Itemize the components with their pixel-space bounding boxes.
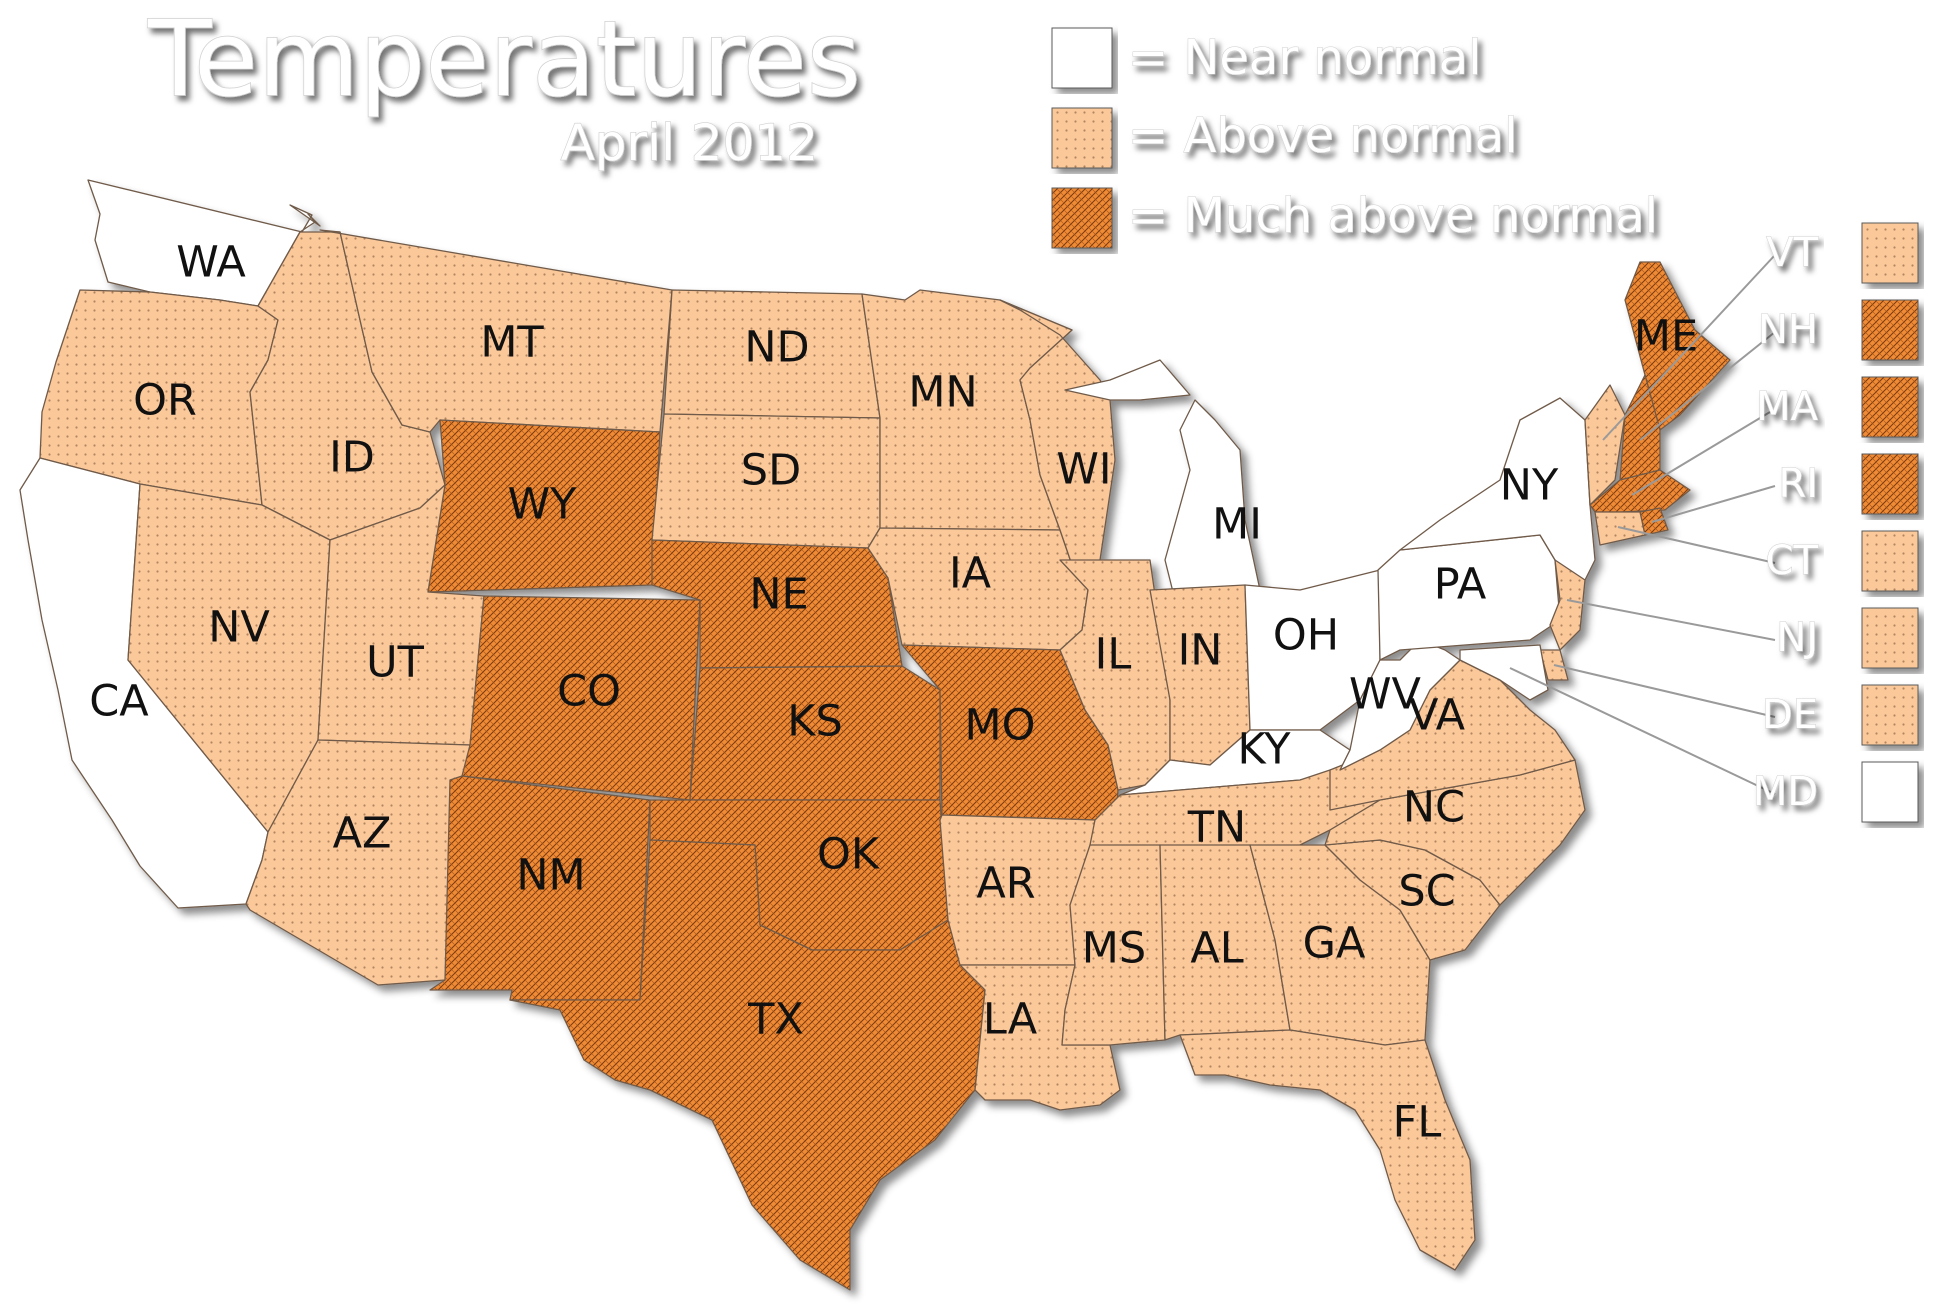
callout-label-ri: RI [1778, 461, 1818, 507]
state-ct [1594, 511, 1646, 546]
state-label-la: LA [983, 995, 1038, 1045]
state-label-ok: OK [817, 830, 881, 880]
callout-line-ri [1651, 485, 1776, 523]
callout-swatch-nh [1861, 299, 1919, 361]
state-label-mt: MT [480, 318, 544, 368]
callout-label-ct: CT [1766, 538, 1819, 584]
state-label-pa: PA [1434, 560, 1487, 610]
legend-swatch-much [1051, 187, 1113, 249]
callout-label-nj: NJ [1776, 615, 1818, 661]
state-label-ar: AR [976, 859, 1035, 909]
state-label-mi: MI [1212, 500, 1262, 550]
state-wy [427, 419, 661, 593]
state-co [461, 595, 701, 801]
state-label-tn: TN [1187, 803, 1246, 853]
map-subtitle: April 2012 [561, 114, 818, 172]
callout-swatch-ma [1861, 376, 1919, 438]
state-label-nm: NM [516, 851, 585, 901]
map-title: Temperatures [147, 0, 861, 120]
state-label-oh: OH [1273, 611, 1339, 661]
state-label-il: IL [1095, 630, 1132, 680]
state-label-id: ID [329, 433, 375, 483]
callout-line-de [1553, 664, 1776, 718]
legend: = Near normal = Above normal = Much abov… [1051, 27, 1659, 249]
state-label-nv: NV [208, 603, 270, 653]
callout-label-nh: NH [1758, 307, 1818, 353]
state-mi [1064, 359, 1261, 601]
callout-label-md: MD [1753, 769, 1818, 815]
state-label-ks: KS [787, 697, 843, 747]
state-nh [1619, 374, 1661, 481]
state-label-wa: WA [176, 238, 246, 288]
state-label-me: ME [1634, 312, 1698, 362]
callout-label-vt: VT [1766, 230, 1818, 276]
callout-line-ct [1617, 526, 1776, 564]
state-label-tx: TX [747, 995, 804, 1045]
state-label-nd: ND [744, 323, 809, 373]
state-label-ca: CA [89, 677, 149, 727]
northeast-callouts: VT NH MA RI CT NJ DE MD [1509, 222, 1919, 823]
state-label-va: VA [1409, 691, 1466, 741]
states-layer [19, 179, 1731, 1291]
legend-label-above: = Above normal [1128, 108, 1518, 164]
callout-swatch-de [1861, 684, 1919, 746]
state-label-ne: NE [749, 570, 808, 620]
state-nm [429, 775, 651, 1001]
state-label-al: AL [1190, 924, 1243, 974]
callout-line-ma [1631, 408, 1776, 496]
state-fl [1179, 1029, 1476, 1271]
callout-line-nj [1566, 599, 1776, 641]
state-label-ms: MS [1082, 924, 1146, 974]
callout-swatch-nj [1861, 607, 1919, 669]
state-label-wy: WY [508, 480, 578, 530]
state-tx [509, 839, 986, 1291]
state-label-in: IN [1178, 626, 1223, 676]
callout-label-ma: MA [1756, 384, 1819, 430]
state-label-nc: NC [1403, 783, 1465, 833]
callout-swatch-md [1861, 761, 1919, 823]
state-label-fl: FL [1393, 1098, 1442, 1148]
state-label-co: CO [557, 667, 621, 717]
legend-label-near: = Near normal [1128, 30, 1482, 86]
state-label-sd: SD [741, 446, 801, 496]
state-label-or: OR [133, 376, 197, 426]
callout-line-md [1509, 667, 1776, 795]
state-label-mn: MN [908, 368, 977, 418]
state-label-ny: NY [1500, 461, 1559, 511]
legend-swatch-near [1051, 27, 1113, 89]
state-label-wi: WI [1056, 445, 1111, 495]
state-ks [689, 665, 941, 801]
callout-line-vt [1602, 254, 1776, 441]
state-labels-layer: WA OR CA ID NV MT WY UT AZ CO NM ND SD NE KS OK TX MN IA MO… [89, 238, 1698, 1148]
state-label-ga: GA [1303, 919, 1366, 969]
state-mt [319, 229, 673, 433]
state-md [1459, 644, 1549, 701]
state-label-mo: MO [965, 701, 1036, 751]
callout-swatch-ri [1861, 453, 1919, 515]
state-label-ut: UT [366, 638, 424, 688]
callout-swatch-ct [1861, 530, 1919, 592]
callout-label-de: DE [1762, 692, 1818, 738]
callout-line-nh [1639, 331, 1776, 441]
state-label-ia: IA [949, 549, 992, 599]
state-vt [1584, 384, 1626, 506]
state-label-wv: WV [1349, 670, 1422, 720]
callout-swatch-vt [1861, 222, 1919, 284]
state-label-ky: KY [1238, 725, 1292, 775]
legend-label-much: = Much above normal [1128, 188, 1658, 244]
state-label-sc: SC [1398, 867, 1455, 917]
legend-swatch-above [1051, 107, 1113, 169]
state-label-az: AZ [333, 809, 392, 859]
